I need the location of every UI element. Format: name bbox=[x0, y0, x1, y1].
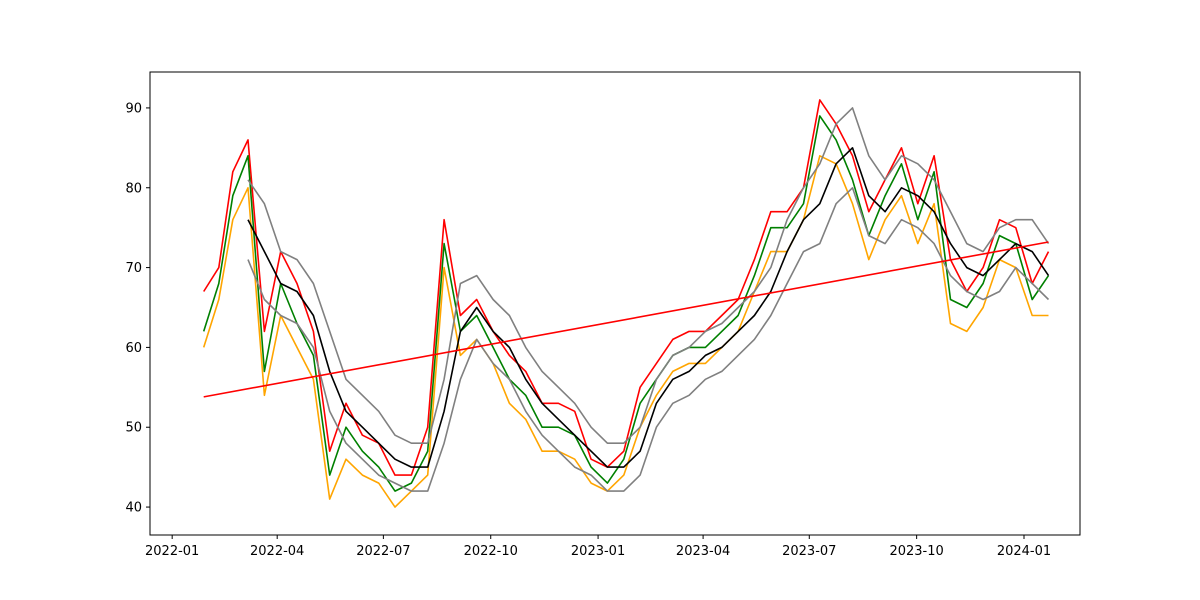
series-line-upper-band bbox=[247, 107, 1050, 444]
plot-frame bbox=[149, 71, 1081, 536]
y-axis: 40 50 60 70 80 90 bbox=[125, 101, 150, 516]
y-tick-label: 90 bbox=[125, 101, 142, 116]
y-tick-label: 70 bbox=[125, 261, 142, 276]
y-tick-label: 50 bbox=[125, 421, 142, 436]
x-tick-label: 2022-10 bbox=[464, 544, 518, 559]
series-line-close bbox=[202, 115, 1050, 492]
x-tick-label: 2022-04 bbox=[250, 544, 304, 559]
x-tick-label: 2023-07 bbox=[782, 544, 836, 559]
y-tick-label: 40 bbox=[125, 501, 142, 516]
series-layer bbox=[202, 99, 1050, 508]
y-tick-label: 60 bbox=[125, 341, 142, 356]
series-line-low bbox=[202, 155, 1049, 508]
x-tick-label: 2023-01 bbox=[571, 544, 625, 559]
x-tick-label: 2024-01 bbox=[997, 544, 1051, 559]
series-line-lower-band bbox=[247, 187, 1050, 492]
series-line-high bbox=[203, 99, 1050, 476]
y-tick-label: 80 bbox=[125, 181, 142, 196]
x-tick-label: 2022-01 bbox=[145, 544, 199, 559]
series-line-moving-average bbox=[247, 147, 1050, 468]
x-axis: 2022-01 2022-04 2022-07 2022-10 2023-01 2023-… bbox=[145, 535, 1051, 559]
x-tick-label: 2022-07 bbox=[356, 544, 410, 559]
series-line-trend-line bbox=[203, 241, 1049, 398]
x-tick-label: 2023-04 bbox=[676, 544, 730, 559]
x-tick-label: 2023-10 bbox=[889, 544, 943, 559]
